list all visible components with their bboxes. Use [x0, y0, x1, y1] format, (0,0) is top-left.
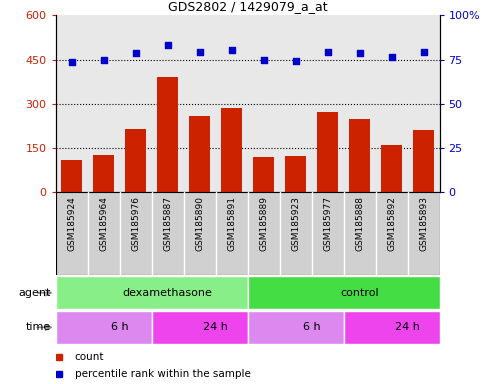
Bar	[317, 112, 338, 192]
Text: GSM185889: GSM185889	[259, 196, 268, 251]
Text: 6 h: 6 h	[303, 322, 320, 333]
Text: GSM185893: GSM185893	[419, 196, 428, 251]
Point	[196, 48, 203, 55]
Text: GSM185888: GSM185888	[355, 196, 364, 251]
Point	[355, 50, 363, 56]
Text: time: time	[26, 322, 51, 333]
Bar	[221, 108, 242, 192]
Bar	[285, 156, 306, 192]
Text: GSM185924: GSM185924	[67, 196, 76, 251]
Text: GSM185892: GSM185892	[387, 196, 396, 251]
Point	[324, 48, 331, 55]
Text: GSM185891: GSM185891	[227, 196, 236, 251]
Point	[260, 56, 268, 63]
Bar	[343, 311, 440, 344]
Point	[388, 54, 396, 60]
Bar	[248, 276, 440, 309]
Bar	[56, 192, 440, 275]
Bar	[125, 129, 146, 192]
Point	[99, 57, 107, 63]
Bar	[56, 311, 152, 344]
Text: 24 h: 24 h	[395, 322, 420, 333]
Bar	[157, 77, 178, 192]
Text: GSM185977: GSM185977	[323, 196, 332, 251]
Text: GSM185923: GSM185923	[291, 196, 300, 251]
Point	[164, 42, 171, 48]
Text: 6 h: 6 h	[111, 322, 128, 333]
Text: percentile rank within the sample: percentile rank within the sample	[75, 369, 251, 379]
Text: count: count	[75, 352, 104, 362]
Bar	[189, 116, 210, 192]
Bar	[93, 155, 114, 192]
Point	[292, 58, 299, 65]
Bar	[61, 161, 82, 192]
Bar	[349, 119, 370, 192]
Bar	[253, 157, 274, 192]
Point	[132, 50, 140, 56]
Text: control: control	[340, 288, 379, 298]
Text: agent: agent	[18, 288, 51, 298]
Point	[227, 47, 235, 53]
Text: GSM185890: GSM185890	[195, 196, 204, 251]
Text: GSM185887: GSM185887	[163, 196, 172, 251]
Point	[68, 59, 75, 65]
Bar	[152, 311, 248, 344]
Bar	[248, 311, 343, 344]
Bar	[413, 129, 434, 192]
Title: GDS2802 / 1429079_a_at: GDS2802 / 1429079_a_at	[168, 0, 327, 13]
Text: 24 h: 24 h	[203, 322, 228, 333]
Text: GSM185964: GSM185964	[99, 196, 108, 251]
Text: dexamethasone: dexamethasone	[123, 288, 213, 298]
Bar	[381, 146, 402, 192]
Text: GSM185976: GSM185976	[131, 196, 140, 251]
Bar	[56, 276, 248, 309]
Point	[420, 48, 427, 55]
